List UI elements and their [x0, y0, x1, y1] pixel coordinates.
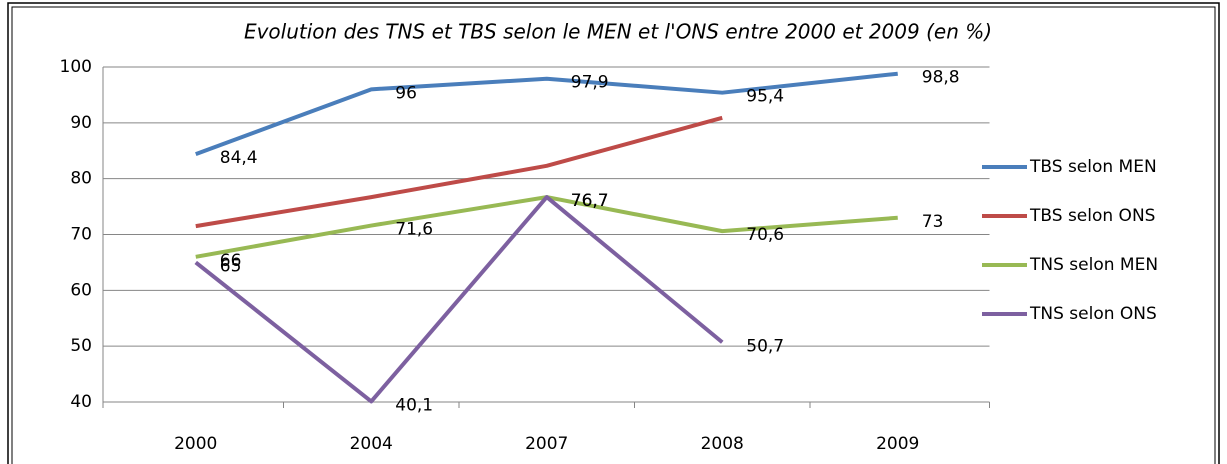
x-tick-label: 2009 [876, 434, 919, 454]
legend-label: TNS selon MEN [1029, 255, 1158, 275]
data-label: 84,4 [220, 148, 258, 168]
data-label: 98,8 [922, 68, 960, 88]
data-label: 66 [220, 251, 242, 271]
series-line [194, 195, 724, 404]
data-label: 95,4 [746, 87, 784, 107]
y-tick-label: 40 [70, 392, 92, 412]
data-label: 40,1 [395, 395, 433, 415]
x-tick-label: 2000 [174, 434, 217, 454]
legend-label: TBS selon ONS [1029, 206, 1155, 226]
data-label: 97,9 [571, 73, 609, 93]
x-tick-label: 2007 [525, 434, 568, 454]
data-label: 76,7 [571, 191, 609, 211]
series-line [195, 195, 898, 259]
series-line [195, 115, 723, 229]
frame-inner [11, 6, 1216, 464]
data-label: 65 [220, 256, 242, 276]
chart-title: Evolution des TNS et TBS selon le MEN et… [244, 20, 992, 44]
data-label: 70,6 [746, 225, 784, 245]
data-label: 50,7 [746, 336, 784, 356]
legend-label: TBS selon MEN [1029, 157, 1157, 177]
data-label: 76,7 [571, 191, 609, 211]
y-tick-label: 50 [70, 336, 92, 356]
y-tick-label: 100 [60, 57, 92, 77]
y-tick-label: 80 [70, 169, 92, 189]
x-tick-label: 2004 [350, 434, 393, 454]
legend-label: TNS selon ONS [1029, 304, 1157, 324]
y-tick-label: 60 [70, 280, 92, 300]
series-line [195, 71, 898, 156]
x-tick-label: 2008 [701, 434, 744, 454]
frame [7, 2, 1220, 464]
y-tick-label: 70 [70, 225, 92, 245]
y-tick-label: 90 [70, 113, 92, 133]
data-label: 96 [395, 83, 417, 103]
data-label: 73 [922, 212, 944, 232]
data-label: 71,6 [395, 220, 433, 240]
